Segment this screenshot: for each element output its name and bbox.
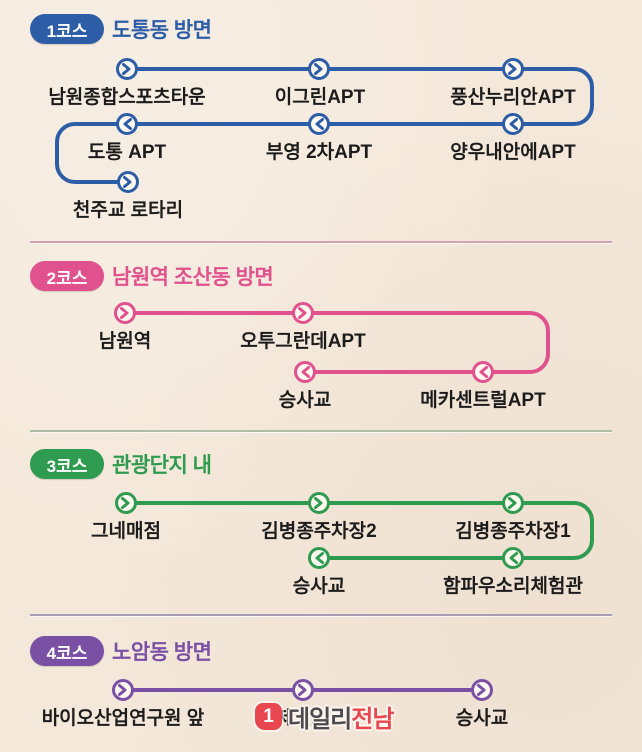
course-3-route: 그네매점 김병종주차장2 김병종주차장1 승사교 함파우소리체험관	[91, 492, 594, 597]
station-node-chevron-right-icon	[116, 58, 138, 80]
station-node-chevron-right-icon	[115, 492, 137, 514]
watermark-text-dark: 데일리	[288, 706, 352, 733]
course-4-route: 바이오산업연구원 앞 제일고 승사교	[42, 679, 508, 729]
station-label: 천주교 로타리	[73, 199, 183, 221]
course-3-route-line	[126, 501, 594, 560]
course-1-route: 남원종합스포츠타운 이그린APT 풍산누리안APT 도통 APT 부영 2차AP…	[48, 58, 594, 221]
station-node-chevron-left-icon	[116, 113, 138, 135]
station-label: 풍산누리안APT	[450, 86, 576, 108]
station-label: 승사교	[293, 575, 345, 597]
station-label: 오투그란데APT	[240, 330, 366, 352]
station-node-chevron-right-icon	[112, 679, 134, 701]
station-label: 이그린APT	[275, 86, 366, 108]
watermark-text-accent: 전남	[351, 706, 394, 733]
station-label: 승사교	[279, 389, 331, 411]
station-label: 김병종주차장1	[455, 520, 571, 542]
station-label: 도통 APT	[88, 141, 167, 163]
course-2-route-line	[125, 311, 550, 374]
station-node-chevron-left-icon	[502, 113, 524, 135]
station-node-chevron-right-icon	[308, 492, 330, 514]
station-label: 양우내안에APT	[450, 141, 576, 163]
station-node-chevron-right-icon	[292, 679, 314, 701]
station-node-chevron-left-icon	[294, 361, 316, 383]
station-node-chevron-right-icon	[114, 302, 136, 324]
station-label: 남원역	[99, 330, 151, 352]
course-1-title: 도통동 방면	[112, 19, 212, 42]
station-node-chevron-right-icon	[471, 679, 493, 701]
course-4-title: 노암동 방면	[112, 641, 212, 664]
station-label: 메카센트럴APT	[420, 389, 546, 411]
station-node-chevron-left-icon	[308, 547, 330, 569]
station-label: 제일고	[277, 707, 329, 729]
station-node-chevron-left-icon	[502, 547, 524, 569]
course-2-title: 남원역 조산동 방면	[112, 266, 274, 289]
daily-jeonnam-logo-icon: 1	[255, 703, 282, 730]
watermark-daily-jeonnam: 1 데일리전남	[255, 699, 394, 734]
station-node-chevron-right-icon	[308, 58, 330, 80]
station-node-chevron-right-icon	[502, 58, 524, 80]
station-label: 남원종합스포츠타운	[48, 86, 205, 108]
station-label: 승사교	[456, 707, 508, 729]
course-3-badge: 3코스	[30, 449, 104, 479]
station-label: 부영 2차APT	[266, 141, 373, 163]
station-node-chevron-right-icon	[117, 171, 139, 193]
course-1-badge: 1코스	[30, 14, 104, 44]
station-label: 김병종주차장2	[261, 520, 376, 542]
course-2-badge: 2코스	[30, 261, 104, 291]
station-node-chevron-right-icon	[292, 302, 314, 324]
station-node-chevron-left-icon	[308, 113, 330, 135]
station-node-chevron-left-icon	[472, 361, 494, 383]
course-2-route: 남원역 오투그란데APT 승사교 메카센트럴APT	[99, 302, 550, 411]
watermark-text: 데일리전남	[288, 699, 394, 734]
course-4-badge: 4코스	[30, 636, 104, 666]
section-divider	[30, 430, 612, 432]
station-label: 함파우소리체험관	[443, 575, 583, 597]
station-label: 그네매점	[91, 520, 161, 542]
course-3-title: 관광단지 내	[112, 454, 212, 477]
section-divider	[30, 614, 612, 616]
section-divider	[30, 241, 612, 243]
station-label: 바이오산업연구원 앞	[42, 707, 205, 729]
station-node-chevron-right-icon	[502, 492, 524, 514]
